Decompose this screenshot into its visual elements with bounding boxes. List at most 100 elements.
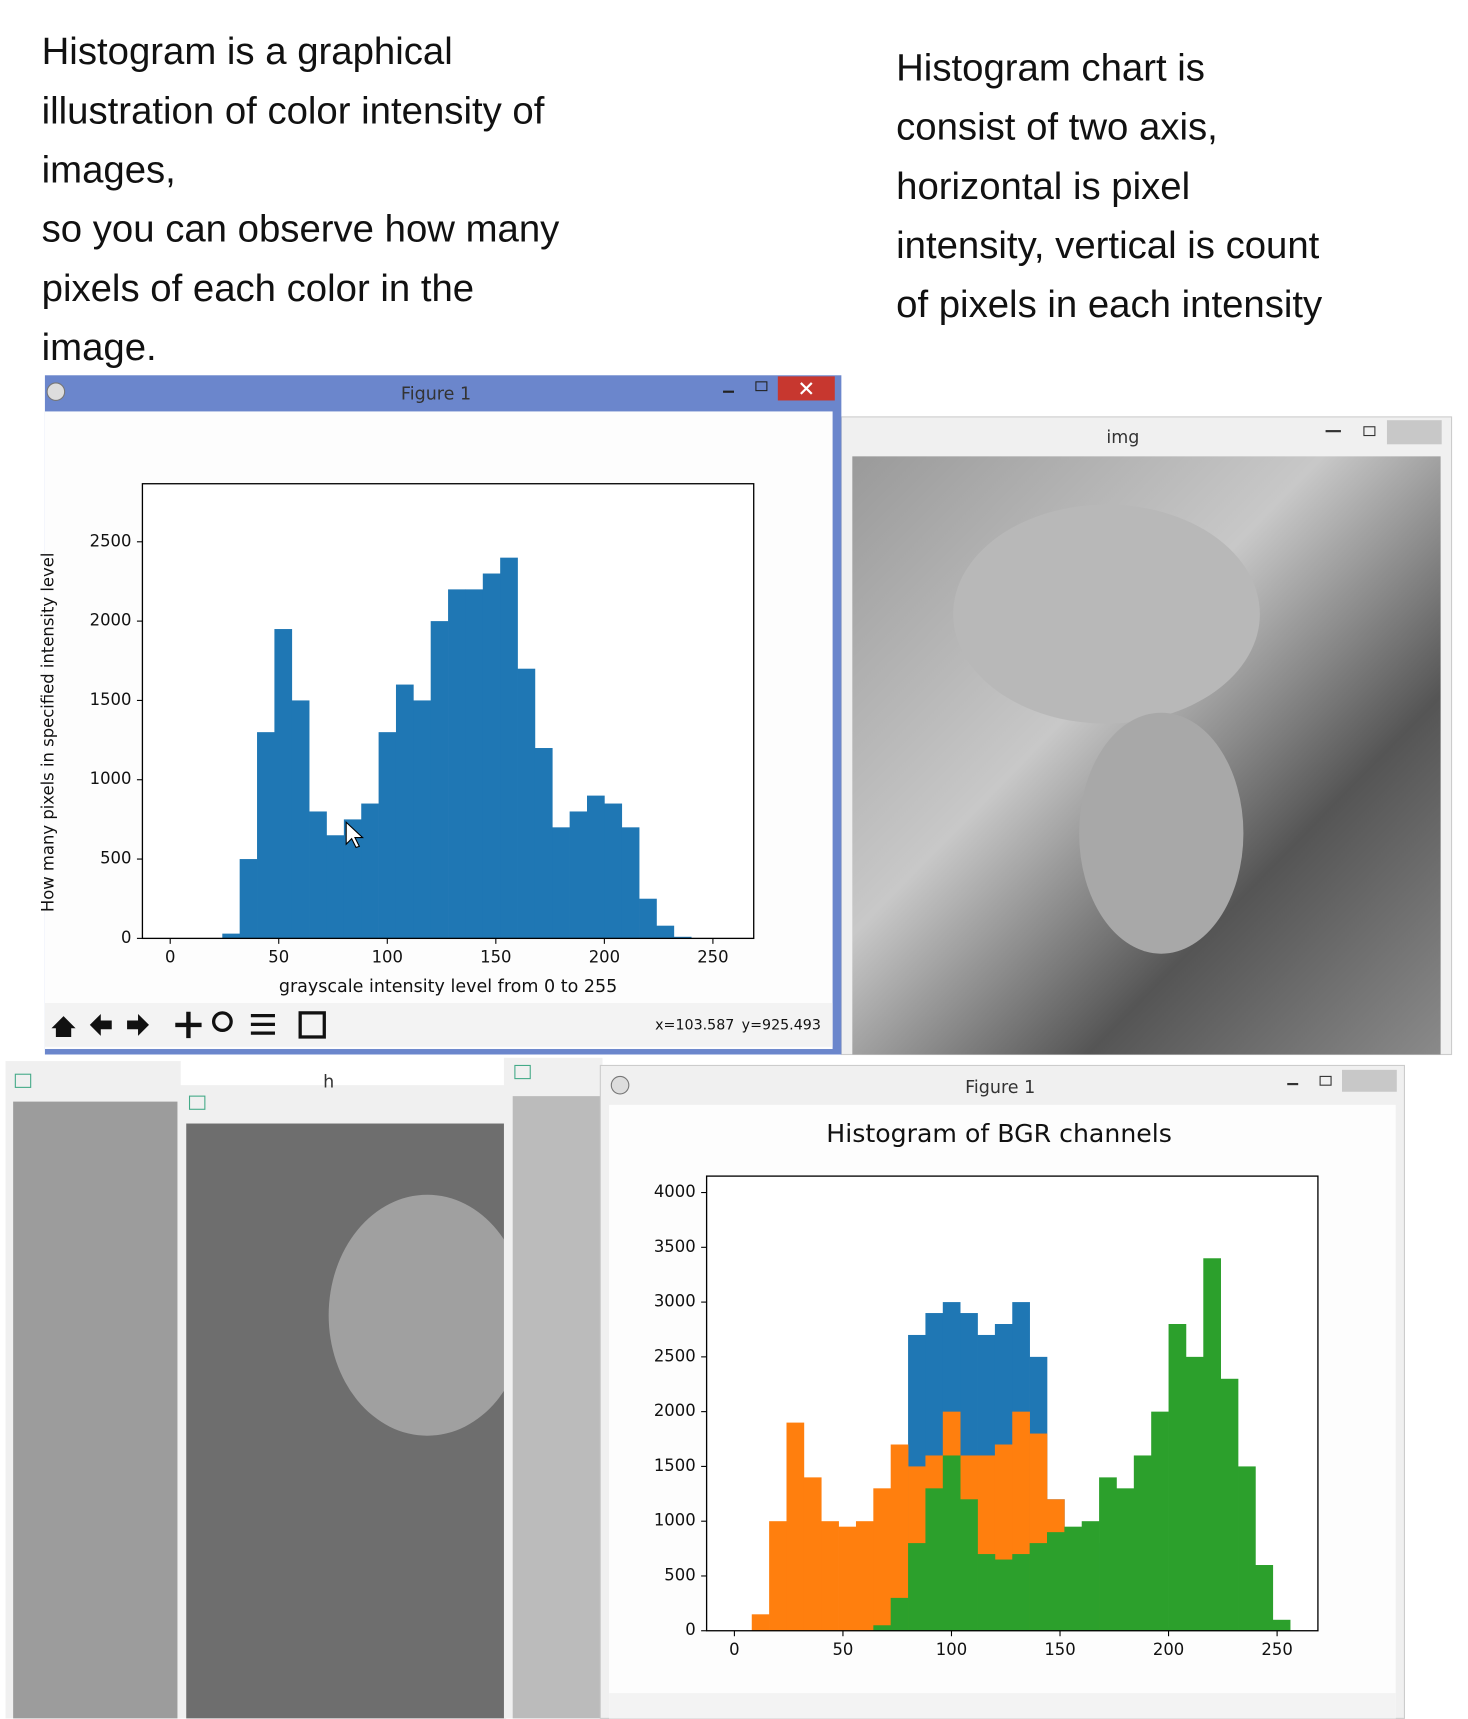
annotation-line: pixels of each color in the <box>42 267 475 310</box>
histogram-bar <box>465 589 484 939</box>
y-tick-label: 3000 <box>654 1292 696 1311</box>
minimize-button[interactable] <box>1325 430 1341 433</box>
photo-face <box>1079 712 1244 954</box>
histogram-bar <box>361 803 379 939</box>
histogram-bar <box>569 811 588 939</box>
histogram-bar <box>908 1543 926 1631</box>
annotation-line: illustration of color intensity of <box>42 89 545 132</box>
histogram-bar <box>534 748 553 939</box>
y-tick-label: 2500 <box>654 1346 696 1365</box>
right-annotation: Histogram chart is consist of two axis, ho… <box>896 47 1323 327</box>
histogram-bar <box>977 1554 996 1631</box>
histogram-bar <box>587 795 605 939</box>
photo <box>512 1096 603 1719</box>
window-icon <box>610 1075 630 1095</box>
histogram-bar <box>1255 1565 1274 1631</box>
back-button[interactable] <box>89 1013 112 1036</box>
histogram-bar <box>430 621 449 939</box>
histogram-bar <box>309 811 327 939</box>
close-button[interactable] <box>1342 1069 1397 1092</box>
plot-frame <box>141 483 755 940</box>
window-icon <box>514 1064 531 1080</box>
home-button[interactable] <box>51 1016 76 1037</box>
histogram-bar <box>855 1521 874 1631</box>
histogram-bar <box>413 700 432 939</box>
annotation-line: horizontal is pixel <box>896 165 1190 208</box>
annotation-line: Histogram is a graphical <box>42 30 453 73</box>
photo-hat <box>328 1194 526 1436</box>
status-x: x=103.587 <box>655 1017 734 1033</box>
y-tick-label: 4000 <box>654 1182 696 1201</box>
chart-title: Histogram of BGR channels <box>826 1119 1172 1148</box>
y-tick-label: 2500 <box>90 531 132 550</box>
histogram-bar <box>1238 1466 1256 1631</box>
x-tick-label: 50 <box>832 1640 853 1659</box>
histogram-bar <box>1116 1488 1135 1631</box>
histogram-bar <box>1064 1526 1083 1631</box>
x-tick-label: 100 <box>936 1640 967 1659</box>
minimize-button[interactable] <box>1287 1082 1299 1086</box>
maximize-button[interactable] <box>755 381 768 392</box>
histogram-bar <box>274 629 293 939</box>
histogram-bar <box>378 732 397 939</box>
histogram-bar <box>960 1499 978 1631</box>
minimize-button[interactable] <box>723 390 734 393</box>
histogram-bar <box>343 819 362 939</box>
zoom-button[interactable] <box>211 1011 233 1033</box>
annotation-line: images, <box>42 148 176 191</box>
x-tick-label: 0 <box>729 1640 739 1659</box>
window-title: img <box>1106 428 1139 448</box>
histogram-bar <box>873 1488 892 1631</box>
x-tick-label: 250 <box>697 948 728 967</box>
histogram-bar <box>448 589 466 939</box>
annotation-line: so you can observe how many <box>42 208 561 251</box>
histogram-bar <box>222 933 240 939</box>
annotation-line: image. <box>42 326 157 369</box>
img-window: img <box>840 416 1453 1056</box>
histogram-bar <box>656 925 675 939</box>
x-tick-label: 200 <box>589 948 620 967</box>
pan-button[interactable] <box>175 1011 202 1039</box>
y-tick-label: 1000 <box>654 1511 696 1530</box>
configure-button[interactable] <box>250 1013 275 1035</box>
annotation-line: intensity, vertical is count <box>896 224 1320 267</box>
x-tick-label: 200 <box>1153 1640 1184 1659</box>
toolbar-buttons <box>51 1011 326 1039</box>
x-tick-label: 100 <box>372 948 403 967</box>
y-tick-label: 2000 <box>654 1401 696 1420</box>
plot-frame <box>705 1175 1319 1632</box>
histogram-bar <box>786 1422 805 1631</box>
close-button[interactable] <box>1386 420 1442 445</box>
forward-button[interactable] <box>127 1013 149 1036</box>
left-annotation: Histogram is a graphical illustration of … <box>42 30 561 369</box>
histogram-bar <box>769 1521 787 1631</box>
y-tick-label: 0 <box>121 928 131 947</box>
histogram-bar <box>239 859 258 939</box>
y-tick-label: 500 <box>664 1565 695 1584</box>
save-button[interactable] <box>298 1011 326 1039</box>
maximize-button[interactable] <box>1319 1075 1332 1086</box>
annotation-line: Histogram chart is <box>896 47 1205 90</box>
histogram-bar <box>751 1614 770 1631</box>
histogram-bar <box>552 827 570 939</box>
x-tick-label: 50 <box>268 948 289 967</box>
histogram-bar <box>604 803 623 939</box>
close-icon <box>800 382 813 395</box>
y-axis-label: How many pixels in specified intensity l… <box>39 553 58 913</box>
histogram-bar <box>639 898 657 939</box>
toolbar <box>609 1693 1396 1719</box>
y-tick-label: 3500 <box>654 1237 696 1256</box>
bottom-windows: h <box>5 1057 603 1719</box>
x-tick-label: 0 <box>165 948 175 967</box>
histogram-bar <box>925 1488 944 1631</box>
window-title: h <box>323 1072 334 1092</box>
histogram-bar <box>1012 1554 1030 1631</box>
histogram-bar <box>1099 1477 1117 1631</box>
y-tick-label: 500 <box>100 849 131 868</box>
annotation-line: consist of two axis, <box>896 106 1218 149</box>
histogram-bar <box>1029 1543 1048 1631</box>
maximize-button[interactable] <box>1363 426 1376 437</box>
